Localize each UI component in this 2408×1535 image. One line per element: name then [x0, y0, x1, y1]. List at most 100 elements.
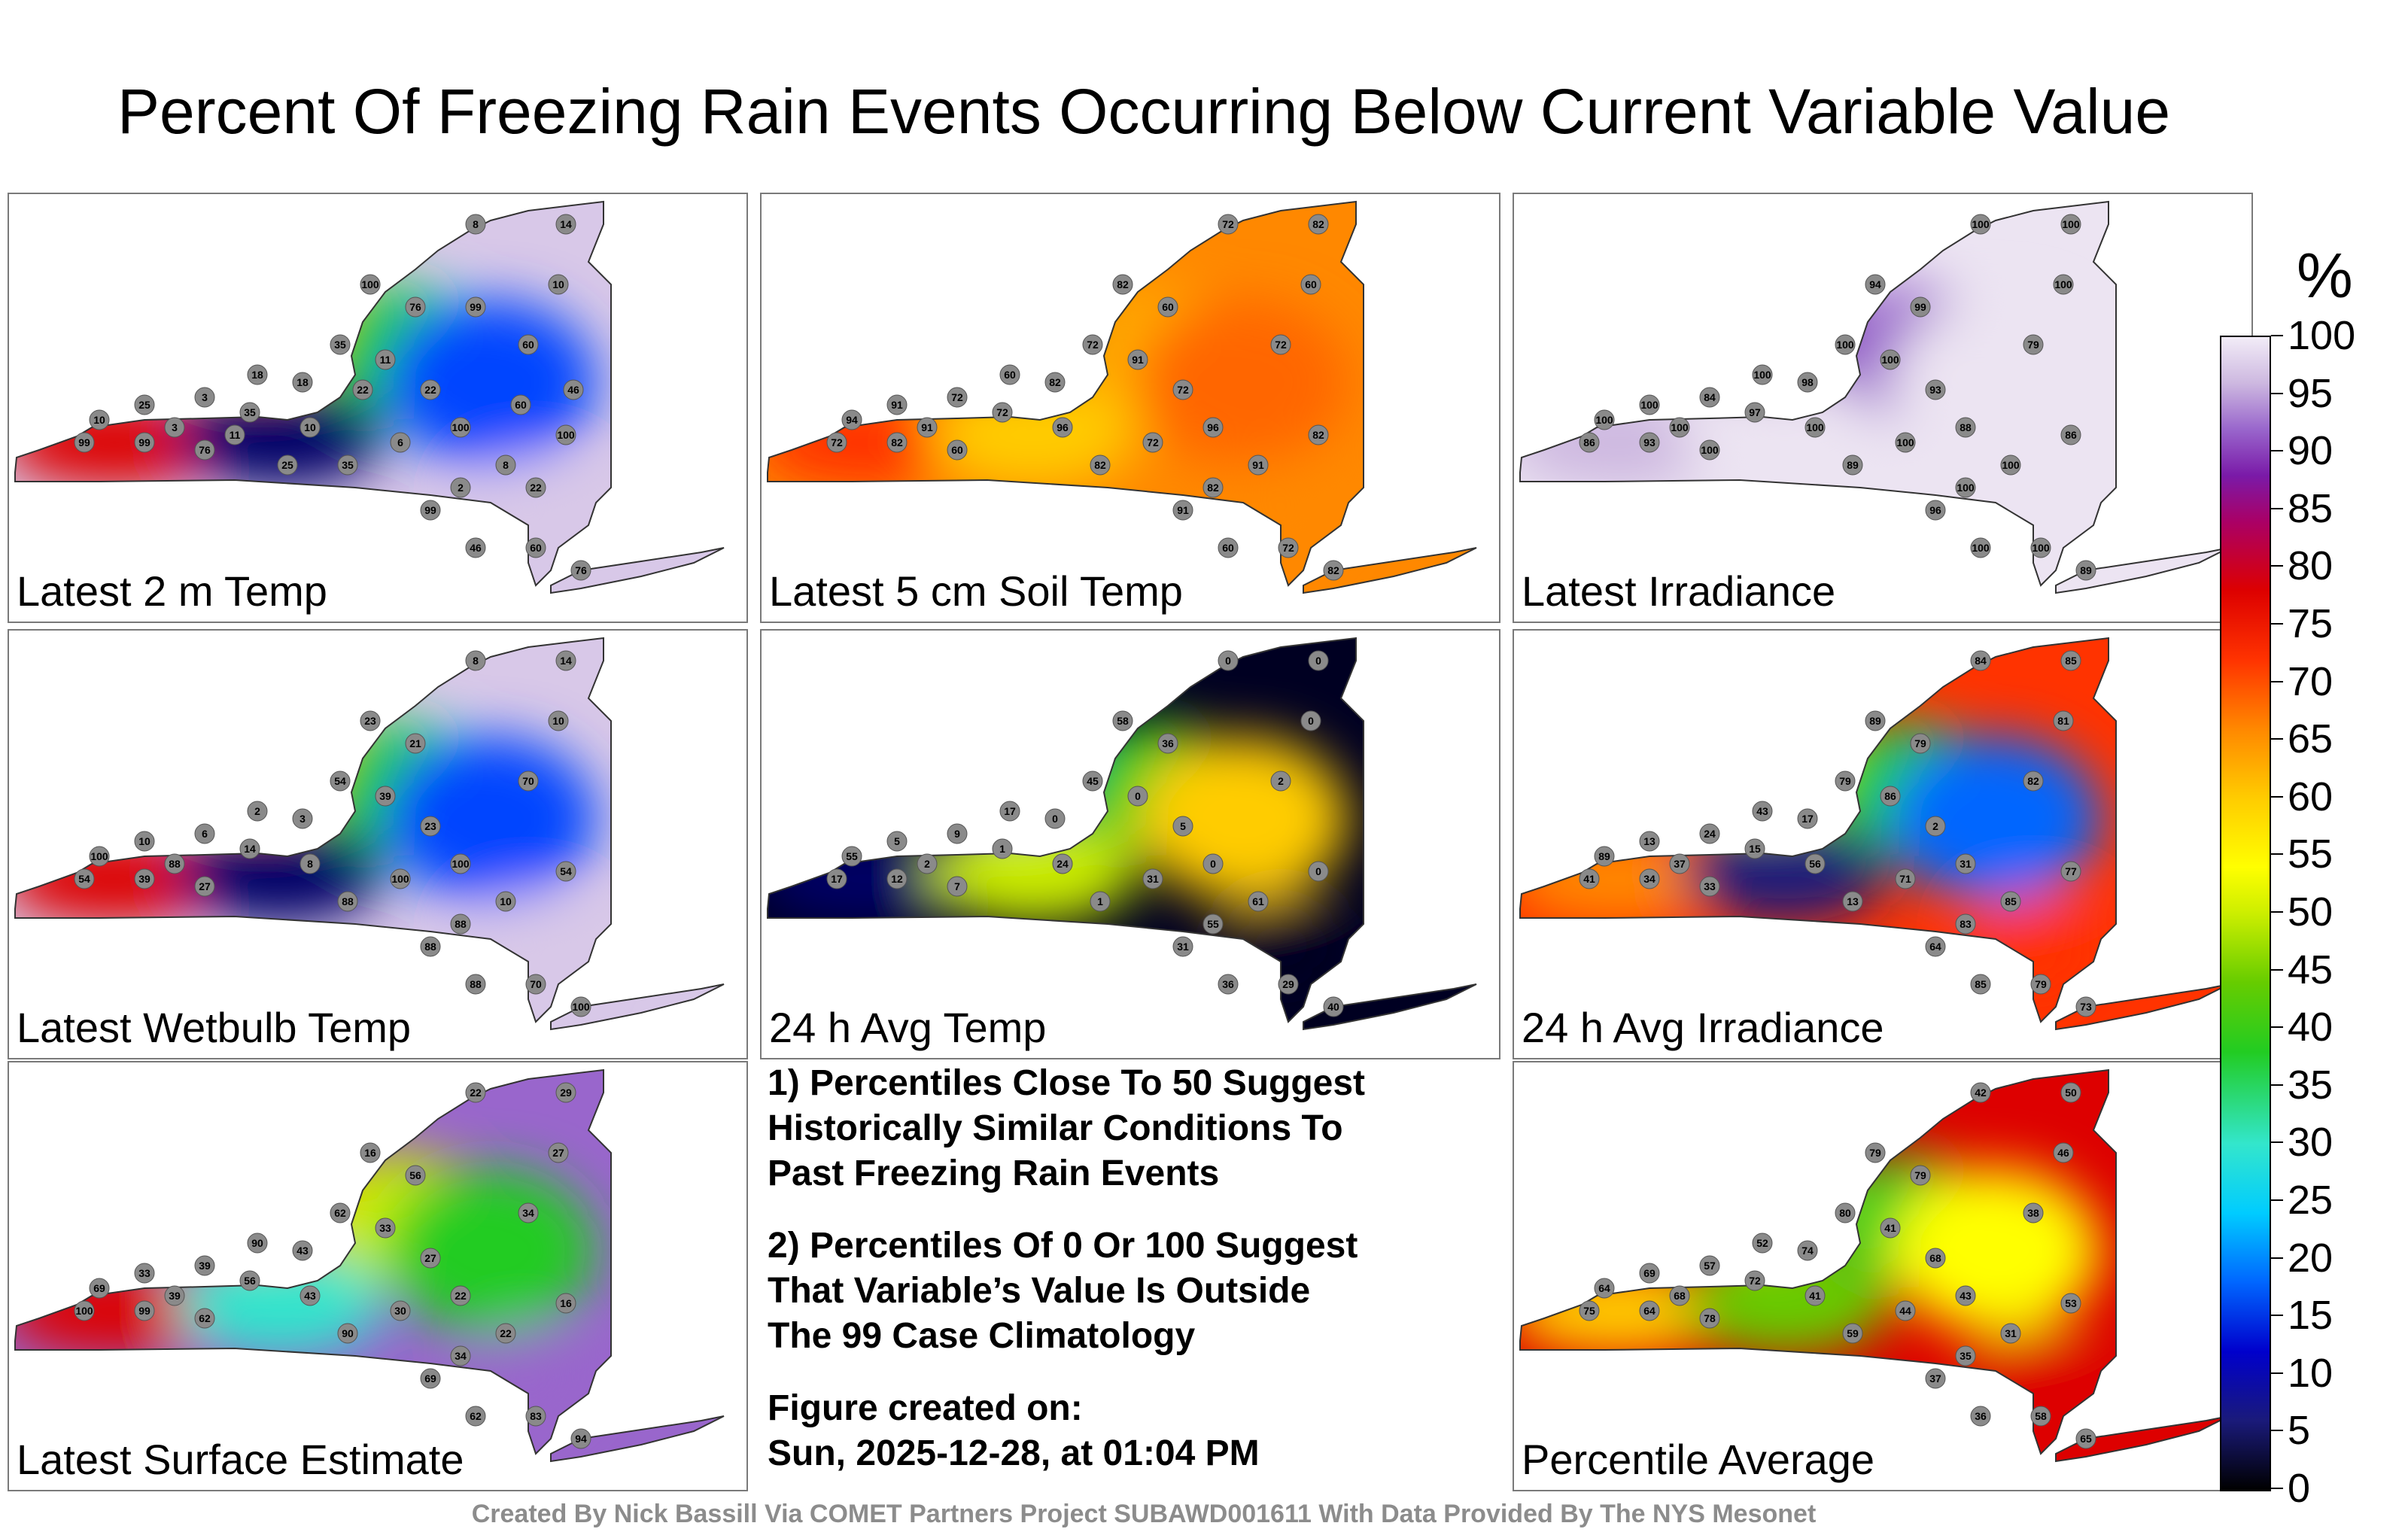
- station-value: 65: [2080, 1433, 2092, 1445]
- station-value: 100: [2054, 278, 2072, 290]
- station-value: 79: [2027, 339, 2039, 351]
- station-value: 100: [90, 850, 108, 862]
- station-value: 12: [891, 873, 903, 885]
- station-marker: [2023, 771, 2044, 792]
- station-marker: [2060, 1082, 2081, 1103]
- station-value: 72: [951, 391, 963, 403]
- station-marker: [450, 477, 471, 498]
- station-marker: [2060, 424, 2081, 445]
- station-value: 86: [1884, 790, 1896, 802]
- map-fill: [768, 638, 1476, 1029]
- station-marker: [1308, 650, 1329, 671]
- station-marker: [1157, 733, 1178, 754]
- station-marker: [420, 816, 441, 837]
- station-value: 39: [199, 1260, 211, 1272]
- station-value: 100: [2062, 218, 2080, 230]
- station-marker: [134, 831, 155, 852]
- colorbar-tick: [2271, 1141, 2283, 1144]
- colorbar-tick: [2271, 1372, 2283, 1374]
- station-value: 76: [199, 444, 211, 456]
- station-marker: [1157, 296, 1178, 318]
- station-marker: [1970, 1406, 1991, 1427]
- station-value: 17: [1801, 813, 1814, 825]
- panel-map: 8 14 10 11 22 35 100 60 100 99 46 60 76 99 99 76 35 18 25 3…: [14, 200, 725, 594]
- station-marker: [465, 650, 486, 671]
- station-marker: [420, 1368, 441, 1389]
- colorbar-tick: [2271, 911, 2283, 913]
- station-marker: [239, 838, 260, 859]
- station-value: 60: [1305, 278, 1317, 290]
- station-value: 18: [251, 369, 263, 381]
- station-marker: [555, 214, 576, 235]
- color-blob: [1138, 299, 1348, 465]
- station-marker: [2000, 454, 2021, 476]
- station-marker: [2075, 560, 2096, 581]
- station-marker: [1842, 1323, 1863, 1344]
- station-value: 6: [397, 436, 403, 448]
- station-value: 53: [2065, 1297, 2077, 1309]
- station-marker: [1895, 432, 1916, 453]
- state-outline: [14, 1068, 612, 1455]
- station-marker: [420, 500, 441, 521]
- colorbar-tick-label: 95: [2288, 370, 2334, 416]
- station-value: 10: [138, 835, 150, 847]
- station-value: 60: [515, 399, 527, 411]
- station-value: 54: [334, 775, 346, 787]
- colorbar-tick-label: 45: [2288, 947, 2334, 992]
- panel-map: 100 100 100 100 93 89 88 79 86 96 100 100 89 86 93 100 9…: [1519, 200, 2230, 594]
- station-value: 22: [455, 1290, 467, 1302]
- station-value: 29: [560, 1087, 572, 1099]
- station-marker: [947, 439, 968, 460]
- station-marker: [2023, 334, 2044, 355]
- station-value: 88: [424, 941, 436, 953]
- station-value: 85: [2005, 895, 2017, 907]
- station-value: 96: [1057, 421, 1069, 433]
- station-value: 83: [1960, 918, 1972, 930]
- station-marker: [1202, 853, 1224, 874]
- station-value: 50: [2065, 1087, 2077, 1099]
- station-value: 100: [1836, 339, 1854, 351]
- station-value: 62: [199, 1312, 211, 1324]
- station-marker: [352, 379, 373, 400]
- colorbar-tick: [2271, 1026, 2283, 1029]
- station-value: 0: [1225, 655, 1231, 667]
- station-marker: [360, 274, 381, 295]
- map-fill: [15, 202, 724, 593]
- station-marker: [1955, 913, 1976, 935]
- station-marker: [1308, 214, 1329, 235]
- station-marker: [1172, 500, 1193, 521]
- station-marker: [164, 1285, 185, 1306]
- station-marker: [1752, 1233, 1773, 1254]
- station-marker: [1278, 974, 1299, 995]
- station-value: 0: [1135, 790, 1141, 802]
- station-marker: [194, 823, 215, 844]
- station-value: 100: [1671, 421, 1689, 433]
- colorbar-tick-label: 10: [2288, 1350, 2334, 1396]
- station-marker: [465, 1082, 486, 1103]
- panel-label: 24 h Avg Temp: [769, 1004, 1047, 1051]
- station-marker: [1323, 560, 1344, 581]
- station-marker: [1744, 402, 1765, 423]
- station-value: 25: [281, 459, 293, 471]
- station-value: 64: [1929, 941, 1941, 953]
- station-marker: [74, 1300, 95, 1321]
- station-value: 41: [1884, 1222, 1896, 1234]
- station-marker: [1804, 853, 1826, 874]
- station-marker: [1880, 349, 1901, 370]
- station-marker: [1579, 1300, 1600, 1321]
- station-marker: [375, 1217, 396, 1239]
- station-value: 56: [1809, 858, 1821, 870]
- station-marker: [330, 1202, 351, 1223]
- station-value: 27: [424, 1252, 436, 1264]
- station-value: 60: [1222, 542, 1234, 554]
- station-marker: [1955, 1285, 1976, 1306]
- color-blob: [385, 299, 596, 465]
- station-value: 75: [1583, 1305, 1595, 1317]
- note-line: Historically Similar Conditions To: [768, 1108, 1343, 1148]
- station-marker: [1172, 936, 1193, 957]
- station-value: 33: [1704, 880, 1716, 892]
- colorbar-tick-label: 90: [2288, 428, 2334, 474]
- station-value: 34: [1643, 873, 1655, 885]
- station-marker: [999, 364, 1020, 385]
- station-value: 36: [1975, 1410, 1987, 1422]
